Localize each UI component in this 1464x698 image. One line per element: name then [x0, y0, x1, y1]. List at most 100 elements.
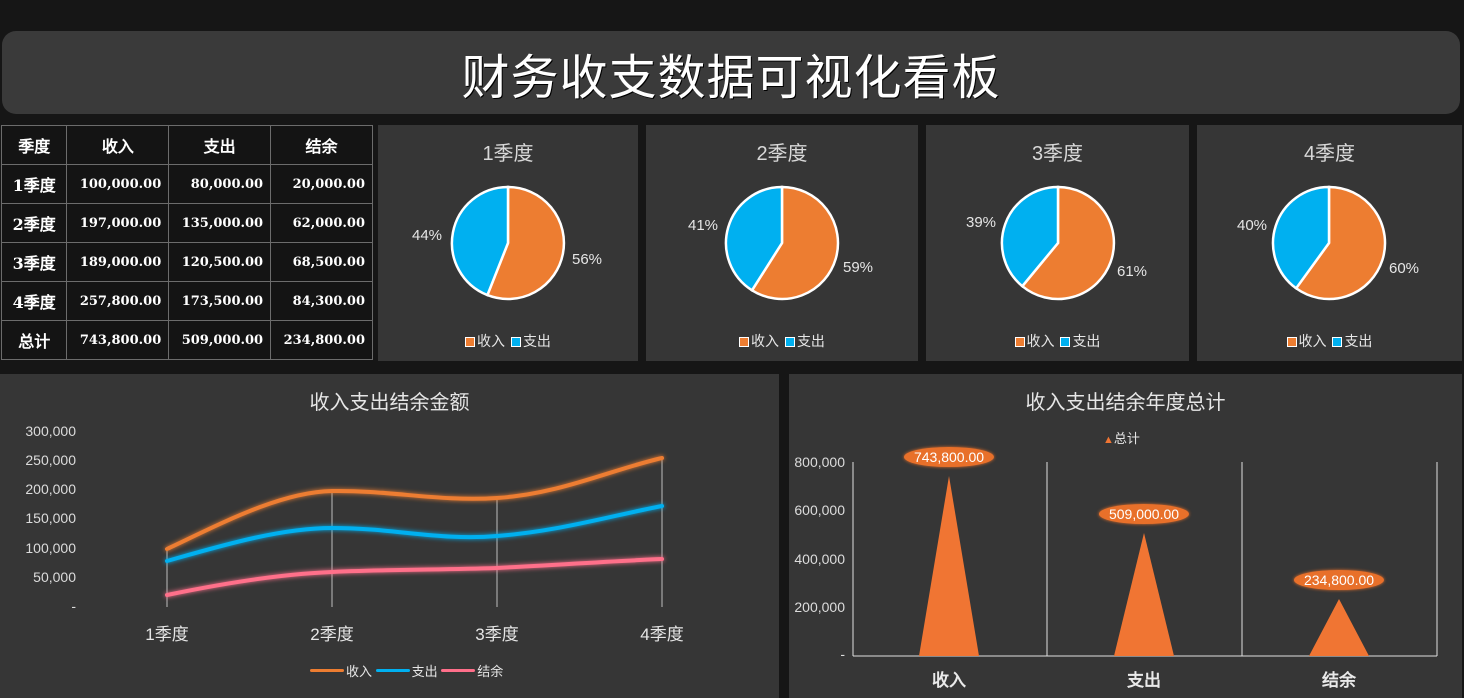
- page-title: 财务收支数据可视化看板: [461, 49, 1001, 106]
- income-pct-label: 56%: [572, 251, 603, 268]
- cell-income: 100,000.00: [66, 164, 170, 204]
- y-tick: 300,000: [25, 423, 76, 439]
- line-chart-title: 收入支出结余金额: [309, 392, 470, 414]
- cell-balance: 62,000.00: [270, 203, 373, 243]
- data-label-expense: 509,000.00: [1098, 504, 1190, 524]
- expense-swatch-icon: [784, 337, 795, 347]
- table-row: 1季度 100,000.00 80,000.00 20,000.00: [0, 164, 373, 204]
- cell-income: 257,800.00: [66, 281, 170, 321]
- bar-plot: [852, 462, 1438, 657]
- expense-swatch-icon: [510, 337, 521, 347]
- cell-quarter: 1季度: [0, 164, 68, 204]
- legend-income: 收入: [310, 664, 372, 679]
- pie-legend: 收入 支出: [646, 331, 918, 351]
- quarterly-summary-table: 季度 收入 支出 结余 1季度 100,000.00 80,000.00 20,…: [0, 125, 373, 360]
- expense-pct-label: 39%: [966, 214, 997, 231]
- pie-title: 3季度: [1031, 143, 1084, 165]
- x-category: 4季度: [640, 625, 684, 644]
- legend-expense: 支出: [1332, 333, 1372, 349]
- pie-graphic: [724, 185, 840, 301]
- y-tick: 600,000: [794, 502, 845, 518]
- data-label-balance: 234,800.00: [1293, 570, 1385, 590]
- cell-quarter: 4季度: [0, 281, 68, 321]
- table-total-row: 总计 743,800.00 509,000.00 234,800.00: [0, 320, 373, 360]
- table-row: 4季度 257,800.00 173,500.00 84,300.00: [0, 281, 373, 321]
- legend-expense: 支出: [784, 333, 825, 349]
- income-swatch-icon: [465, 337, 476, 347]
- legend-expense: 支出: [510, 333, 551, 349]
- x-category: 3季度: [475, 625, 519, 644]
- expense-pct-label: 41%: [688, 217, 719, 234]
- cell-quarter: 3季度: [0, 242, 68, 282]
- pie-chart-q3: 3季度 39% 61% 收入 支出: [926, 125, 1189, 361]
- y-tick: 800,000: [794, 454, 845, 470]
- income-pct-label: 60%: [1389, 260, 1420, 277]
- cell-income: 743,800.00: [66, 320, 170, 360]
- y-tick: 100,000: [25, 540, 76, 556]
- pie-graphic: [1000, 185, 1116, 301]
- pie-chart-q1: 1季度 44% 56% 收入 支出: [378, 125, 638, 361]
- legend-income: 收入: [465, 333, 505, 349]
- income-pct-label: 61%: [1117, 263, 1148, 280]
- legend-expense: 支出: [1060, 333, 1100, 349]
- y-tick: 200,000: [25, 481, 76, 497]
- bar-expense: [1114, 533, 1174, 656]
- y-tick: -: [840, 646, 845, 662]
- pie-graphic: [450, 185, 566, 301]
- cell-expense: 173,500.00: [168, 281, 272, 321]
- header-income: 收入: [66, 125, 170, 165]
- bar-chart-title: 收入支出结余年度总计: [1025, 392, 1226, 414]
- legend-income: 收入: [1286, 333, 1327, 349]
- cell-income: 189,000.00: [66, 242, 170, 282]
- income-pct-label: 59%: [843, 259, 874, 276]
- x-category: 结余: [1322, 671, 1356, 691]
- cell-quarter: 总计: [0, 320, 68, 360]
- pie-chart-q2: 2季度 41% 59% 收入 支出: [646, 125, 918, 361]
- header-quarter: 季度: [0, 125, 68, 165]
- pie-legend: 收入 支出: [1197, 331, 1462, 351]
- income-swatch-icon: [1014, 337, 1025, 347]
- pie-legend: 收入 支出: [926, 331, 1189, 351]
- data-label-income: 743,800.00: [903, 447, 995, 467]
- expense-pct-label: 44%: [412, 227, 443, 244]
- bar-balance: [1309, 599, 1369, 656]
- income-swatch-icon: [739, 337, 750, 347]
- legend-income: 收入: [739, 333, 779, 349]
- pie-title: 1季度: [482, 143, 534, 165]
- dashboard-header: 财务收支数据可视化看板: [2, 31, 1460, 114]
- cell-balance: 84,300.00: [270, 281, 373, 321]
- x-category: 支出: [1127, 671, 1161, 691]
- header-balance: 结余: [270, 125, 373, 165]
- legend-balance: 结余: [441, 664, 503, 679]
- table-row: 3季度 189,000.00 120,500.00 68,500.00: [0, 242, 373, 282]
- bar-chart-legend: ▲总计: [1103, 431, 1140, 446]
- x-category: 收入: [932, 671, 966, 691]
- expense-line-icon: [375, 669, 410, 672]
- table-row: 2季度 197,000.00 135,000.00 62,000.00: [0, 203, 373, 243]
- line-chart-legend: 收入 支出 结余: [310, 661, 503, 680]
- legend-income: 收入: [1014, 333, 1055, 349]
- x-category: 2季度: [310, 625, 354, 644]
- cell-expense: 509,000.00: [168, 320, 272, 360]
- expense-swatch-icon: [1060, 337, 1071, 347]
- cell-balance: 234,800.00: [270, 320, 373, 360]
- bar-chart-card: 收入支出结余年度总计 ▲总计 800,000 600,000 400,000 2…: [789, 374, 1462, 698]
- cell-quarter: 2季度: [0, 203, 68, 243]
- pie-graphic: [1271, 185, 1387, 301]
- income-swatch-icon: [1286, 337, 1297, 347]
- pie-title: 4季度: [1303, 143, 1356, 165]
- bar-income: [919, 476, 979, 656]
- triangle-legend-icon: ▲: [1103, 434, 1114, 446]
- cell-balance: 20,000.00: [270, 164, 373, 204]
- header-expense: 支出: [168, 125, 272, 165]
- line-chart-card: 收入支出结余金额 300,000 250,000 200,000 150,000…: [0, 374, 779, 698]
- table-header-row: 季度 收入 支出 结余: [0, 125, 373, 165]
- cell-expense: 120,500.00: [168, 242, 272, 282]
- pie-legend: 收入 支出: [378, 331, 638, 351]
- pie-title: 2季度: [756, 143, 808, 165]
- pie-chart-q4: 4季度 40% 60% 收入 支出: [1197, 125, 1462, 361]
- y-tick: 50,000: [33, 569, 76, 585]
- y-tick: 150,000: [25, 510, 76, 526]
- y-tick: -: [71, 598, 76, 614]
- line-plot: [165, 456, 664, 607]
